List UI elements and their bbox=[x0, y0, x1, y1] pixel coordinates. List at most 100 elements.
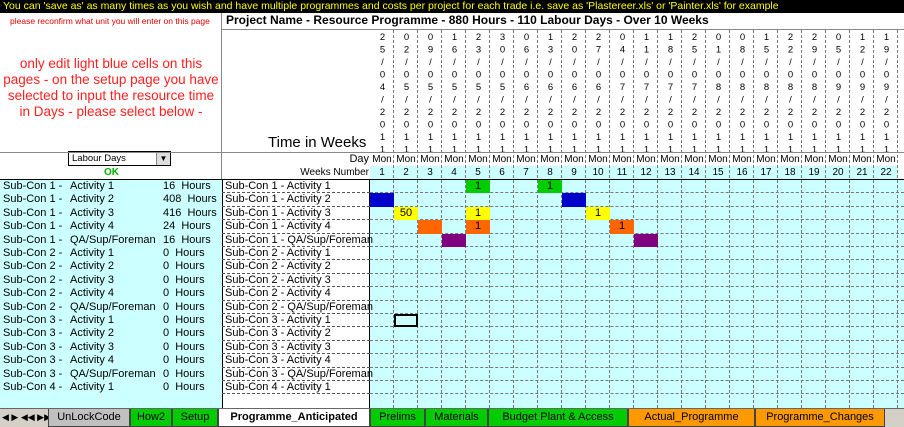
week-number: 18 bbox=[778, 166, 802, 179]
week-number: 7 bbox=[514, 166, 538, 179]
subcon-cell: Sub-Con 2 - bbox=[3, 247, 63, 259]
subcon-cell: Sub-Con 3 - bbox=[3, 327, 63, 340]
sheet-tab[interactable]: Programme_Anticipated bbox=[218, 409, 370, 427]
schedule-cell: 1 bbox=[466, 206, 490, 221]
hours-cell: 0 Hours bbox=[163, 287, 205, 300]
day-header: Mon bbox=[876, 154, 896, 165]
sheet-tab[interactable]: Actual_Programme bbox=[628, 409, 755, 427]
date-header: 18/07/2011 bbox=[665, 32, 676, 157]
week-number: 4 bbox=[442, 166, 466, 179]
week-number: 13 bbox=[658, 166, 682, 179]
date-header: 27/06/2011 bbox=[593, 32, 604, 157]
schedule-cell: 1 bbox=[466, 220, 490, 234]
sheet-tab[interactable]: Budget Plant & Access bbox=[488, 409, 628, 427]
subcon-cell: Sub-Con 3 - bbox=[3, 340, 63, 353]
header-rule bbox=[222, 29, 904, 30]
subcon-cell: Sub-Con 1 - bbox=[3, 206, 63, 219]
unit-dropdown[interactable]: Labour Days ▼ bbox=[68, 151, 171, 166]
subcon-cell: Sub-Con 3 - bbox=[3, 354, 63, 367]
hours-cell: 0 Hours bbox=[163, 367, 205, 380]
activity-cell: Activity 2 bbox=[70, 193, 115, 206]
day-header: Mon bbox=[732, 154, 752, 165]
column-line bbox=[753, 30, 754, 408]
week-number: 5 bbox=[466, 166, 490, 179]
sheet-tab[interactable]: Materials bbox=[425, 409, 488, 427]
row-line bbox=[370, 286, 904, 288]
date-header: 02/05/2011 bbox=[401, 32, 412, 157]
activity-cell: QA/Sup/Foreman bbox=[70, 367, 156, 380]
week-number: 3 bbox=[418, 166, 442, 179]
row-line bbox=[370, 353, 904, 355]
sheet-tab[interactable]: How2 bbox=[130, 409, 172, 427]
subcon-cell: Sub-Con 3 - bbox=[3, 367, 63, 380]
activity-cell: Activity 3 bbox=[70, 206, 115, 219]
day-header: Mon bbox=[660, 154, 680, 165]
activity-cell: Activity 1 bbox=[70, 180, 115, 192]
hours-cell: 24 Hours bbox=[163, 220, 211, 233]
subcon-cell: Sub-Con 4 - bbox=[3, 381, 63, 393]
day-header: Mon bbox=[804, 154, 824, 165]
week-number: 1 bbox=[370, 166, 394, 179]
dropdown-arrow[interactable]: ▼ bbox=[156, 152, 170, 165]
week-number: 17 bbox=[754, 166, 778, 179]
day-label: Day bbox=[349, 153, 369, 165]
day-header: Mon bbox=[468, 154, 488, 165]
date-header: 13/06/2011 bbox=[545, 32, 556, 157]
day-header: Mon bbox=[516, 154, 536, 165]
sheet-tab[interactable]: UnLockCode bbox=[48, 409, 130, 427]
sheet-tab[interactable]: Prelims bbox=[370, 409, 425, 427]
column-line bbox=[681, 30, 682, 408]
column-line bbox=[849, 30, 850, 408]
row-line bbox=[370, 313, 904, 314]
date-header: 15/08/2011 bbox=[761, 32, 772, 157]
subcon-cell: Sub-Con 1 - bbox=[3, 220, 63, 233]
date-header: 23/05/2011 bbox=[473, 32, 484, 157]
input-area bbox=[0, 180, 222, 408]
week-number: 20 bbox=[826, 166, 850, 179]
date-header: 16/05/2011 bbox=[449, 32, 460, 157]
week-number: 12 bbox=[634, 166, 658, 179]
column-line bbox=[897, 30, 898, 408]
tab-nav-arrows[interactable]: ◀ ▶ ◀◀ ▶▶ bbox=[2, 412, 52, 422]
day-header: Mon bbox=[444, 154, 464, 165]
row-line bbox=[370, 393, 904, 395]
task-cell: Sub-Con 1 - Activity 4 bbox=[222, 220, 370, 234]
banner: You can 'save as' as many times as you w… bbox=[0, 0, 904, 13]
day-header: Mon bbox=[756, 154, 776, 165]
date-header: 30/05/2011 bbox=[497, 32, 508, 157]
activity-cell: Activity 1 bbox=[70, 381, 115, 393]
schedule-cell bbox=[634, 233, 658, 247]
schedule-cell: 1 bbox=[610, 220, 634, 234]
sheet-tab[interactable]: Programme_Changes bbox=[755, 409, 885, 427]
header-rule bbox=[0, 179, 904, 180]
schedule-cell: 1 bbox=[466, 180, 490, 194]
time-label: Time in Weeks bbox=[268, 134, 367, 151]
task-cell: Sub-Con 1 - Activity 3 bbox=[222, 207, 370, 221]
sheet-tab[interactable]: Setup bbox=[172, 409, 218, 427]
column-line bbox=[633, 30, 634, 408]
date-header: 05/09/2011 bbox=[833, 32, 844, 157]
date-header: 20/06/2011 bbox=[569, 32, 580, 157]
column-line bbox=[729, 30, 730, 408]
week-number: 2 bbox=[394, 166, 418, 179]
row-line bbox=[370, 380, 904, 381]
task-cell: Sub-Con 1 - QA/Sup/Foreman bbox=[222, 234, 373, 247]
activity-cell: Activity 3 bbox=[70, 273, 115, 286]
column-line bbox=[705, 30, 706, 408]
day-header: Mon bbox=[564, 154, 584, 165]
task-cell: Sub-Con 1 - Activity 2 bbox=[222, 193, 370, 207]
day-header: Mon bbox=[372, 154, 392, 165]
column-line bbox=[561, 30, 562, 408]
instructions: only edit light blue cells on this pages… bbox=[3, 56, 219, 119]
column-line bbox=[777, 30, 778, 408]
schedule-cell bbox=[442, 233, 466, 247]
day-header: Mon bbox=[708, 154, 728, 165]
task-cell: Sub-Con 3 - QA/Sup/Foreman bbox=[222, 368, 373, 381]
task-cell: Sub-Con 3 - Activity 1 bbox=[222, 314, 370, 328]
task-cell: Sub-Con 2 - QA/Sup/Foreman bbox=[222, 301, 373, 314]
column-line bbox=[393, 30, 394, 408]
subcon-cell: Sub-Con 3 - bbox=[3, 314, 63, 326]
task-cell: Sub-Con 2 - Activity 4 bbox=[222, 287, 370, 301]
task-cell: Sub-Con 2 - Activity 3 bbox=[222, 274, 370, 288]
task-cell: Sub-Con 3 - Activity 4 bbox=[222, 354, 370, 368]
